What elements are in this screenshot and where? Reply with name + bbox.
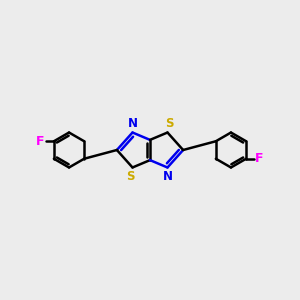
Text: F: F — [255, 152, 264, 165]
Text: N: N — [128, 117, 137, 130]
Text: S: S — [126, 170, 134, 183]
Text: F: F — [36, 135, 45, 148]
Text: N: N — [163, 170, 172, 183]
Text: S: S — [166, 117, 174, 130]
